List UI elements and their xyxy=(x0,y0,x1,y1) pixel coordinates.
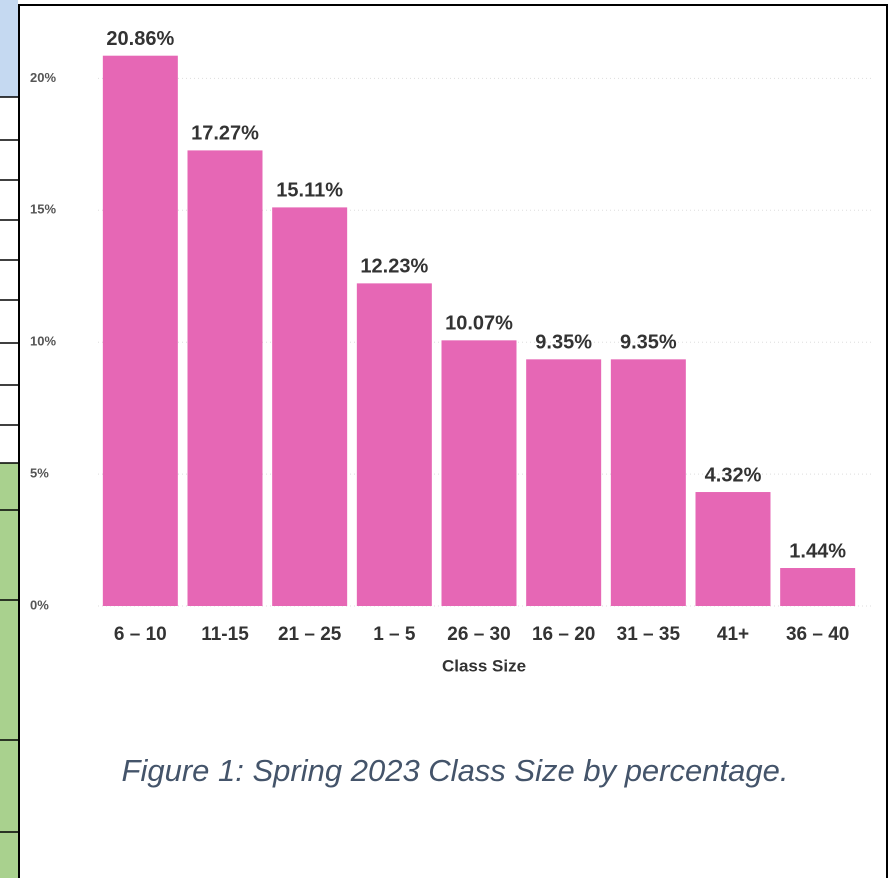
caption: Figure 1: Spring 2023 Class Size by perc… xyxy=(122,753,789,788)
data-label: 20.86% xyxy=(106,28,174,50)
data-label: 15.11% xyxy=(276,180,343,202)
bar xyxy=(695,492,771,606)
data-label: 17.27% xyxy=(191,123,259,145)
table-cell xyxy=(0,463,18,878)
bar xyxy=(102,55,178,606)
table-lines xyxy=(0,96,18,833)
x-tick-label: 16 – 20 xyxy=(532,624,595,645)
x-tick-label: 26 – 30 xyxy=(447,624,510,645)
x-tick-label: 6 – 10 xyxy=(114,624,167,645)
data-label: 12.23% xyxy=(360,256,428,278)
y-tick-label: 5% xyxy=(30,466,49,481)
x-tick-label: 1 – 5 xyxy=(373,624,416,645)
y-tick-label: 20% xyxy=(30,70,56,85)
data-label: 10.07% xyxy=(445,313,513,335)
bar xyxy=(526,359,602,606)
data-label: 9.35% xyxy=(535,332,592,354)
y-tick-label: 10% xyxy=(30,334,56,349)
x-tick-label: 21 – 25 xyxy=(278,624,342,645)
data-label: 4.32% xyxy=(705,464,762,486)
table-cell xyxy=(0,0,18,97)
y-tick-label: 15% xyxy=(30,202,56,217)
x-tick-label: 11-15 xyxy=(201,624,249,645)
x-axis-label: Class Size xyxy=(442,656,526,675)
bar xyxy=(356,283,432,606)
frame xyxy=(18,4,888,878)
bar xyxy=(272,207,348,607)
x-tick-label: 31 – 35 xyxy=(617,624,681,645)
data-label: 1.44% xyxy=(789,540,846,562)
x-tick-label: 36 – 40 xyxy=(786,624,849,645)
x-tick-label: 41+ xyxy=(717,624,749,645)
y-tick-label: 0% xyxy=(30,597,49,612)
bar xyxy=(780,568,856,606)
bar xyxy=(441,340,517,606)
data-label: 9.35% xyxy=(620,332,677,354)
bar xyxy=(610,359,686,606)
bar xyxy=(187,150,263,607)
